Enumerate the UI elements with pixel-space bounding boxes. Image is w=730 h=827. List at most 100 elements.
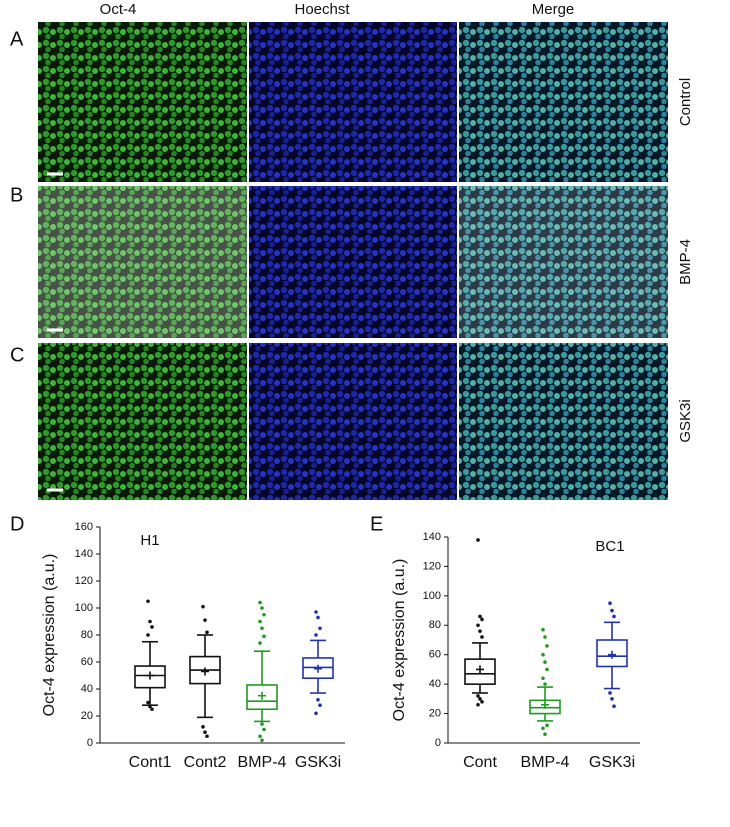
outlier [150, 625, 154, 629]
outlier [150, 707, 154, 712]
outlier [608, 601, 612, 606]
outlier [314, 711, 318, 716]
row-label: Control [677, 78, 694, 126]
outlier [480, 635, 484, 639]
row-label: GSK3i [677, 399, 694, 442]
mean-marker [541, 700, 549, 709]
outlier [314, 610, 318, 614]
outlier [543, 635, 547, 639]
image-row [38, 343, 668, 500]
mean-marker [608, 650, 616, 659]
column-header: Oct-4 [100, 1, 137, 18]
outlier [480, 617, 484, 622]
y-tick-label: 100 [423, 590, 441, 602]
y-tick-label: 80 [81, 629, 93, 641]
y-axis-label: Oct-4 expression (a.u.) [391, 559, 408, 722]
y-axis-label: Oct-4 expression (a.u.) [41, 554, 58, 717]
y-tick-label: 120 [75, 575, 93, 587]
y-tick-label: 20 [81, 710, 93, 722]
y-tick-label: 60 [429, 649, 441, 661]
outlier [545, 667, 549, 672]
outlier [201, 725, 205, 729]
column-header: Hoechst [294, 1, 350, 18]
outlier [205, 734, 209, 739]
mean-marker [146, 671, 154, 680]
panel-label: A [10, 28, 24, 50]
outlier [260, 738, 264, 743]
panel-label: E [370, 513, 383, 535]
outlier [318, 626, 322, 631]
x-tick-label: GSK3i [295, 754, 341, 771]
outlier [205, 630, 209, 635]
outlier [543, 660, 547, 664]
outlier [545, 723, 549, 728]
y-tick-label: 40 [81, 683, 93, 695]
micrograph [249, 22, 457, 182]
y-tick-label: 140 [75, 548, 93, 560]
outlier [610, 608, 614, 613]
chart: E BC1 Oct-4 expression (a.u.) 0 20 40 60 80 100 1… [370, 513, 640, 771]
image-row [38, 186, 668, 338]
outlier [203, 618, 207, 622]
outlier [148, 619, 152, 624]
micrograph [249, 186, 457, 338]
outlier [260, 606, 264, 610]
micrograph [38, 343, 247, 500]
mean-marker [258, 691, 266, 700]
x-tick-label: Cont1 [129, 754, 172, 771]
y-tick-label: 100 [75, 602, 93, 614]
y-tick-label: 120 [423, 560, 441, 572]
box [246, 684, 278, 711]
x-tick-label: Cont [463, 754, 497, 771]
x-tick-label: GSK3i [589, 754, 635, 771]
outlier [543, 682, 547, 686]
outlier [262, 727, 266, 732]
y-tick-label: 140 [423, 531, 441, 543]
outlier [148, 704, 152, 709]
outlier [543, 732, 547, 736]
outlier [316, 615, 320, 620]
micrograph [459, 186, 668, 338]
chart-title: H1 [140, 532, 159, 549]
box [596, 639, 628, 668]
outlier [318, 703, 322, 707]
outlier [203, 730, 207, 734]
outlier [612, 704, 616, 709]
micrograph [38, 186, 247, 338]
outlier [476, 538, 480, 542]
y-tick-label: 160 [75, 521, 93, 533]
row-label: BMP-4 [677, 239, 694, 285]
outlier [201, 604, 205, 609]
mean-marker [201, 667, 209, 676]
panel-label: C [10, 344, 24, 366]
x-tick-label: Cont2 [184, 754, 227, 771]
outlier [476, 623, 480, 628]
outlier [262, 612, 266, 617]
outlier [545, 644, 549, 648]
outlier [478, 697, 482, 701]
outlier [610, 697, 614, 701]
micrograph [459, 22, 668, 182]
outlier [541, 627, 545, 632]
outlier [314, 633, 318, 637]
outlier [316, 698, 320, 702]
outlier [612, 614, 616, 619]
outlier [258, 641, 262, 645]
outlier [478, 614, 482, 619]
outlier [541, 652, 545, 657]
micrograph [38, 22, 247, 182]
y-tick-label: 80 [429, 619, 441, 631]
y-tick-label: 20 [429, 707, 441, 719]
micrograph [459, 343, 668, 500]
outlier [480, 700, 484, 704]
image-row [38, 22, 668, 182]
outlier [260, 626, 264, 631]
outlier [258, 734, 262, 739]
box [134, 665, 166, 689]
chart-title: BC1 [595, 538, 624, 555]
y-tick-label: 0 [435, 737, 441, 749]
chart: D H1 Oct-4 expression (a.u.) 0 20 40 60 80 100 12… [10, 513, 345, 771]
outlier [146, 633, 150, 637]
outlier [541, 726, 545, 731]
outlier [262, 634, 266, 639]
